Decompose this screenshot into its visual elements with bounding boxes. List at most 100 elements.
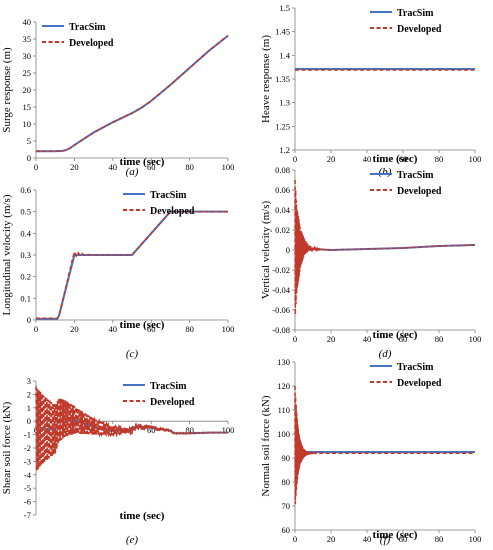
y-tick-label: 0.08 [275,165,290,175]
y-tick-label: -2 [24,443,31,453]
y-tick-label: 1.5 [279,3,290,13]
y-tick-label: 130 [277,357,290,367]
x-tick-label: 0 [34,324,38,334]
y-tick-label: 60 [282,525,291,535]
x-tick-label: 100 [469,334,482,344]
y-tick-label: 0.04 [275,205,291,215]
y-axis-label: Shear soil force (kN) [1,401,13,494]
x-tick-label: 40 [109,324,118,334]
panel-caption: (f) [380,534,391,546]
series-line-tracsim [36,210,228,320]
y-tick-label: 1.35 [275,74,290,84]
y-axis-label: Normal soil force (kN) [260,395,272,496]
x-axis-label: time (sec) [120,156,165,168]
x-tick-label: 80 [435,534,444,544]
chart-panel-4: -0.08 -0.06 -0.04 -0.02 0 0.02 0.04 0.06 0.08 0 20… [260,165,481,360]
y-tick-label: 1.45 [275,27,290,37]
y-tick-label: 1.4 [279,50,290,60]
x-tick-label: 100 [469,154,482,164]
x-tick-label: 60 [399,154,408,164]
x-tick-label: 20 [327,154,336,164]
y-tick-label: 0.3 [20,250,31,260]
y-tick-label: 0.1 [20,293,31,303]
y-tick-label: 10 [23,119,32,129]
y-tick-label: -6 [24,497,31,507]
y-tick-label: 100 [277,429,290,439]
x-axis-label: time (sec) [373,529,418,541]
chart-panel-2: 1.2 1.25 1.3 1.35 1.4 1.45 1.5 0 20 40 60 80 100 Trac… [260,3,481,178]
x-tick-label: 40 [109,162,118,172]
x-tick-label: 100 [469,534,482,544]
y-tick-label: -1 [24,430,31,440]
legend-label-developed: Developed [150,206,195,217]
x-tick-label: 60 [147,324,156,334]
x-tick-label: 0 [293,154,297,164]
x-tick-label: 100 [222,162,235,172]
y-tick-label: -4 [24,470,32,480]
series-line-developed [294,385,475,505]
y-axis-label: Surge response (m) [1,47,13,133]
y-tick-label: 80 [282,477,291,487]
y-tick-label: -5 [24,483,31,493]
y-tick-label: 25 [23,68,32,78]
y-tick-label: 0.5 [20,207,31,217]
x-tick-label: 60 [147,425,156,435]
legend-label-developed: Developed [69,38,114,49]
x-tick-label: 0 [34,162,38,172]
x-tick-label: 80 [435,154,444,164]
panel-caption: (a) [126,166,139,178]
legend-label-developed: Developed [150,397,195,408]
x-tick-label: 100 [222,425,235,435]
x-tick-label: 80 [185,425,194,435]
series-line-developed [35,386,229,471]
x-tick-label: 40 [363,534,372,544]
x-tick-label: 0 [293,534,297,544]
y-tick-label: 30 [23,51,32,61]
x-axis-label: time (sec) [120,319,165,331]
x-tick-label: 20 [70,162,79,172]
y-tick-label: 0.2 [20,272,31,282]
y-tick-label: 1.25 [275,121,290,131]
y-tick-label: -0.08 [272,325,290,335]
x-tick-label: 0 [293,334,297,344]
x-axis-label: time (sec) [373,153,418,165]
y-axis-label: Longitudinal velocity (m/s) [1,194,13,315]
x-tick-label: 40 [363,334,372,344]
x-tick-label: 60 [399,534,408,544]
y-tick-label: -0.06 [272,305,290,315]
panel-caption: (e) [126,534,139,546]
chart-panel-3: 0 0.1 0.2 0.3 0.4 0.5 0.6 0 20 40 60 80 100 TracSim De… [1,185,234,360]
x-tick-label: 80 [185,324,194,334]
y-tick-label: -3 [24,456,31,466]
x-tick-label: 60 [147,162,156,172]
y-tick-label: 0 [27,315,31,325]
legend-label-tracsim: TracSim [397,362,434,373]
y-tick-label: 110 [278,405,290,415]
x-tick-label: 100 [222,324,235,334]
y-axis-label: Heave response (m) [260,35,272,123]
series-line-developed [36,34,229,152]
panel-caption: (c) [126,348,139,360]
y-tick-label: 0.06 [275,185,290,195]
y-tick-label: 0 [286,245,290,255]
legend-label-developed: Developed [397,186,442,197]
x-axis-label: time (sec) [120,510,165,522]
x-tick-label: 40 [363,154,372,164]
x-tick-label: 20 [70,324,79,334]
chart-panel-1: 0 5 10 15 20 25 30 35 40 0 20 40 60 80 100 TracSim Devel… [1,17,234,178]
legend-label-tracsim: TracSim [397,170,434,181]
y-tick-label: 0.02 [275,225,290,235]
y-tick-label: 70 [282,501,291,511]
y-tick-label: 0 [27,416,31,426]
legend-label-developed: Developed [397,378,442,389]
y-tick-label: -0.02 [272,265,290,275]
legend-label-tracsim: TracSim [150,381,187,392]
series-line-developed [36,210,228,320]
y-tick-label: 120 [277,381,290,391]
legend-label-tracsim: TracSim [150,190,187,201]
panel-caption: (d) [379,348,392,360]
y-tick-label: 90 [282,453,291,463]
y-tick-label: 35 [23,34,32,44]
legend-label-developed: Developed [397,24,442,35]
